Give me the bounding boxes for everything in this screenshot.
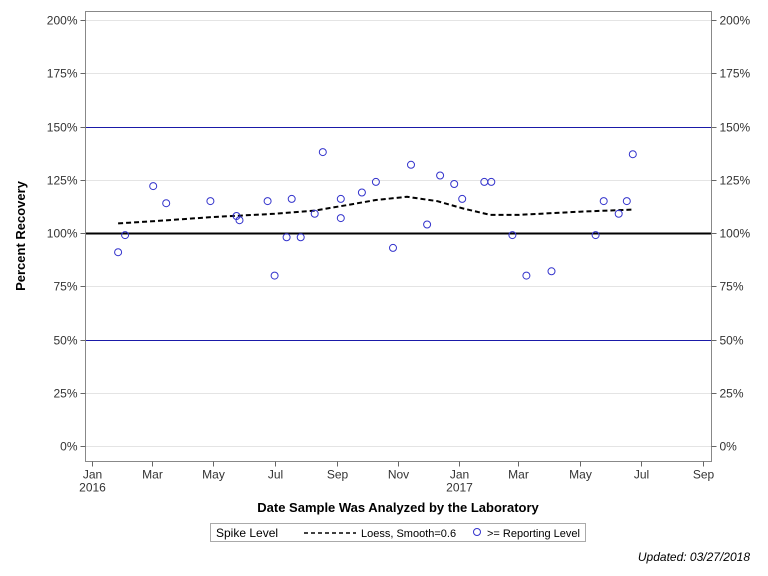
x-tick-year-label: 2017 bbox=[446, 481, 473, 495]
x-axis-title: Date Sample Was Analyzed by the Laborato… bbox=[257, 500, 539, 515]
y-tick-label-right: 150% bbox=[720, 121, 751, 135]
data-point bbox=[371, 177, 380, 186]
y-axis-title: Percent Recovery bbox=[13, 180, 28, 291]
data-point bbox=[522, 271, 531, 280]
legend-entry-loess: Loess, Smooth=0.6 bbox=[361, 528, 456, 540]
y-tick-label: 175% bbox=[47, 67, 78, 81]
y-tick-label: 100% bbox=[47, 227, 78, 241]
data-point bbox=[389, 243, 397, 252]
x-tick-label: May bbox=[202, 468, 225, 482]
data-point bbox=[336, 194, 345, 203]
data-point bbox=[121, 231, 130, 240]
reference-lines bbox=[85, 127, 712, 341]
y-tick-label: 50% bbox=[53, 334, 77, 348]
y-tick-label-right: 175% bbox=[720, 67, 751, 81]
y-tick-label-right: 0% bbox=[720, 440, 738, 454]
x-tick-year-label: 2016 bbox=[79, 481, 106, 495]
scatter-series bbox=[114, 148, 637, 280]
data-point bbox=[296, 233, 305, 242]
data-point bbox=[206, 197, 215, 206]
y-tick-label-right: 125% bbox=[720, 174, 751, 188]
y-tick-label-right: 50% bbox=[720, 334, 744, 348]
data-point bbox=[622, 197, 631, 206]
data-point bbox=[318, 148, 327, 157]
data-point bbox=[235, 216, 244, 225]
y-tick-label: 0% bbox=[60, 440, 78, 454]
y-tick-label: 150% bbox=[47, 121, 78, 135]
y-axis-right: 0% 25% 50% 75% 100% 125% 150% 175% 200% bbox=[711, 14, 751, 454]
data-point bbox=[450, 180, 459, 188]
data-point bbox=[263, 197, 272, 206]
x-tick-label: Sep bbox=[693, 468, 715, 482]
updated-footnote: Updated: 03/27/2018 bbox=[638, 550, 750, 564]
legend-title: Spike Level bbox=[216, 526, 278, 540]
data-point bbox=[436, 171, 445, 180]
x-tick-label: May bbox=[569, 468, 592, 482]
data-point bbox=[310, 209, 319, 218]
loess-line bbox=[118, 195, 633, 225]
x-tick-label: Jan bbox=[83, 468, 102, 482]
data-point bbox=[423, 220, 432, 229]
data-point bbox=[599, 197, 608, 206]
x-tick-label: Nov bbox=[388, 468, 409, 482]
data-point bbox=[407, 160, 415, 169]
data-point bbox=[162, 199, 171, 208]
y-tick-label: 25% bbox=[53, 387, 77, 401]
data-point bbox=[287, 194, 296, 203]
legend-box bbox=[210, 523, 586, 542]
y-tick-label-right: 25% bbox=[720, 387, 744, 401]
data-point bbox=[508, 231, 517, 240]
x-tick-label: Mar bbox=[142, 468, 163, 482]
data-point bbox=[149, 182, 158, 191]
legend-circle-icon bbox=[473, 528, 481, 536]
y-tick-label-right: 200% bbox=[720, 14, 751, 28]
data-point bbox=[487, 177, 496, 186]
data-point bbox=[336, 214, 345, 223]
x-tick-label: Jan bbox=[450, 468, 469, 482]
data-point bbox=[282, 233, 291, 242]
x-tick-label: Mar bbox=[508, 468, 529, 482]
data-point bbox=[357, 188, 366, 197]
x-tick-label: Jul bbox=[268, 468, 283, 482]
data-point bbox=[591, 231, 600, 240]
y-tick-label: 125% bbox=[47, 174, 78, 188]
data-point bbox=[114, 248, 123, 257]
y-tick-label-right: 100% bbox=[720, 227, 751, 241]
data-point bbox=[628, 150, 637, 159]
y-tick-label: 200% bbox=[47, 14, 78, 28]
x-tick-label: Jul bbox=[634, 468, 649, 482]
legend-entry-reporting-level: >= Reporting Level bbox=[487, 528, 580, 540]
x-tick-label: Sep bbox=[327, 468, 349, 482]
y-axis-left: 0% 25% 50% 75% 100% 125% 150% 175% 200% bbox=[47, 14, 86, 454]
data-point bbox=[458, 194, 467, 203]
data-point bbox=[270, 271, 279, 280]
y-tick-label-right: 75% bbox=[720, 280, 744, 294]
data-point bbox=[614, 209, 623, 218]
y-tick-label: 75% bbox=[53, 280, 77, 294]
data-point bbox=[547, 267, 556, 276]
loess-series bbox=[118, 195, 633, 225]
legend: Spike Level Loess, Smooth=0.6 >= Reporti… bbox=[210, 523, 586, 542]
